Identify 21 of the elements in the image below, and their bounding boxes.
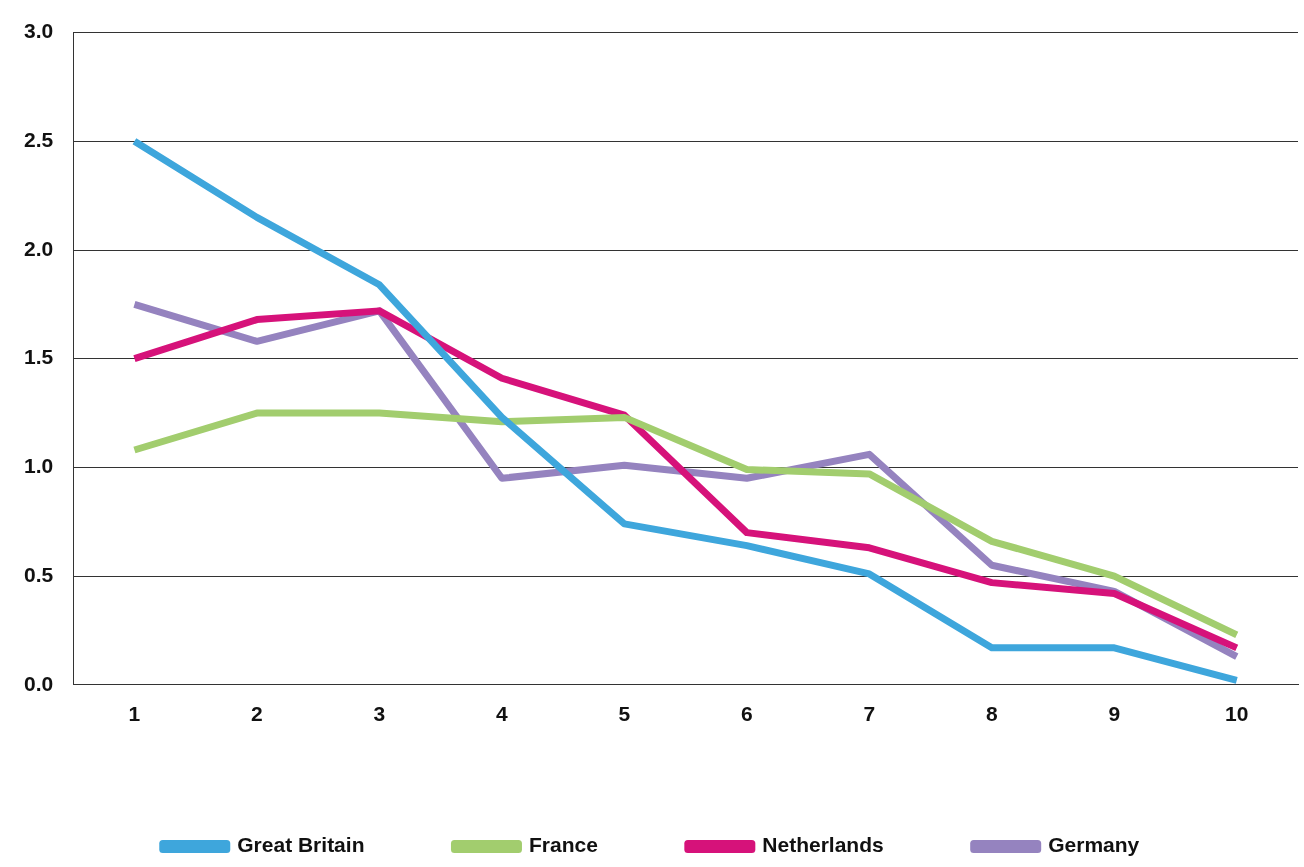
x-tick-label: 8 [985, 702, 998, 726]
legend-label: Germany [1048, 833, 1140, 857]
y-tick-label: 1.5 [23, 345, 54, 369]
x-tick-label: 4 [496, 702, 509, 726]
legend-label: Netherlands [762, 833, 884, 857]
y-tick-label: 0.5 [23, 562, 54, 586]
x-tick-label: 1 [128, 702, 141, 726]
x-tick-label: 2 [251, 702, 263, 726]
y-tick-label: 2.0 [23, 236, 54, 260]
y-tick-label: 3.0 [23, 19, 54, 43]
x-tick-label: 5 [618, 702, 631, 726]
x-tick-label: 10 [1225, 702, 1249, 726]
y-tick-label: 0.0 [23, 671, 54, 695]
legend-label: France [528, 833, 598, 857]
legend-label: Great Britain [237, 833, 365, 857]
x-tick-label: 7 [863, 702, 876, 726]
x-tick-label: 6 [740, 702, 753, 726]
x-tick-label: 9 [1108, 702, 1121, 726]
y-tick-label: 1.0 [23, 454, 54, 478]
x-tick-label: 3 [373, 702, 386, 726]
y-tick-label: 2.5 [23, 128, 54, 152]
